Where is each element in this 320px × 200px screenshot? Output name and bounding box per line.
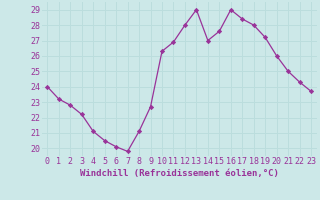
X-axis label: Windchill (Refroidissement éolien,°C): Windchill (Refroidissement éolien,°C) (80, 169, 279, 178)
